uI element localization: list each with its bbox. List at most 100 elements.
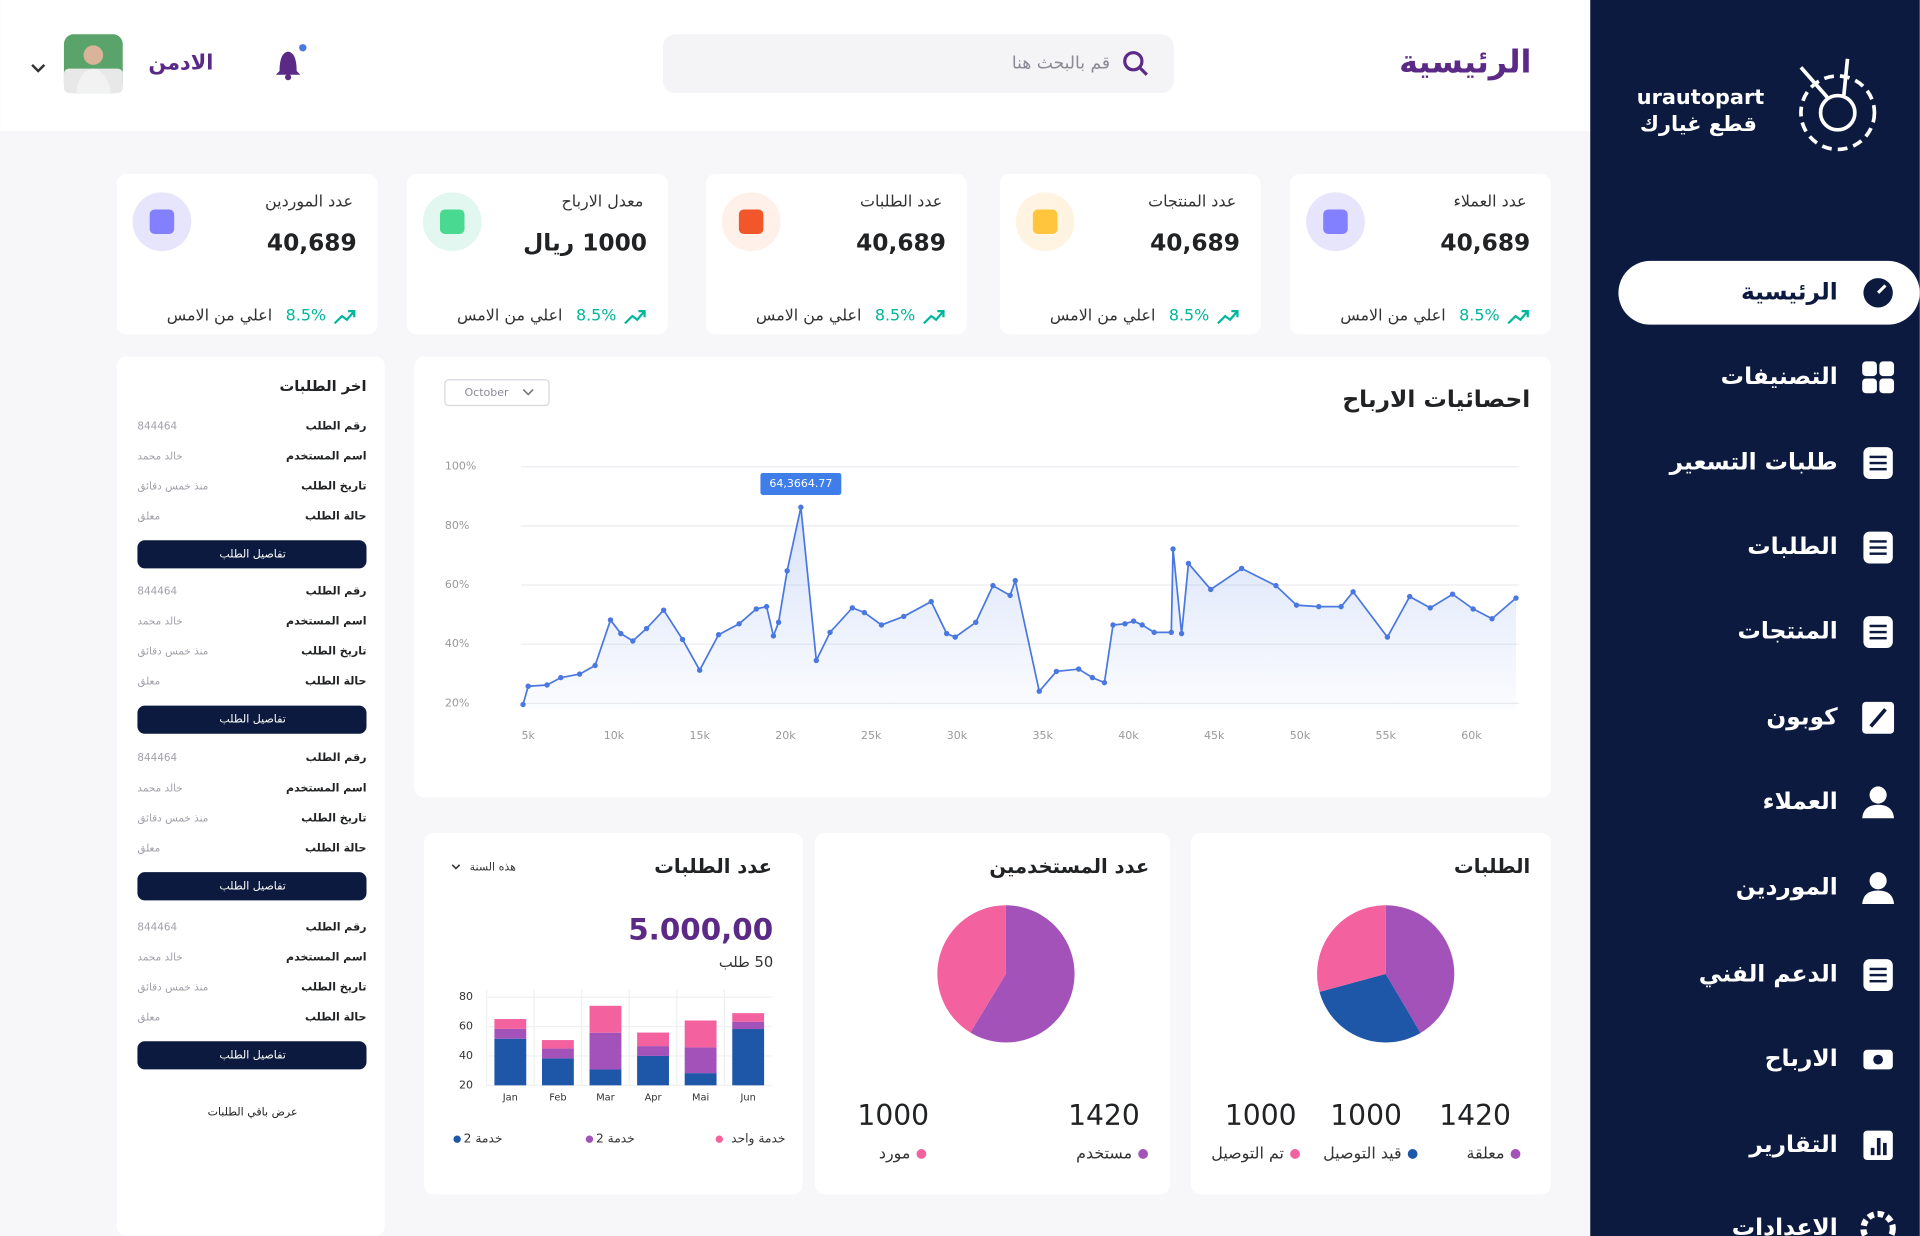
total-value: 5.000,00 <box>628 912 773 946</box>
point <box>1427 605 1433 611</box>
details-button-label[interactable]: تفاصيل الطلب <box>219 879 285 892</box>
legend-dot <box>715 1135 723 1143</box>
legend-label: تم التوصيل <box>1211 1143 1284 1163</box>
trend-icon <box>333 310 356 325</box>
details-button[interactable] <box>137 872 367 901</box>
field-value: 844464 <box>137 921 177 933</box>
menu-item[interactable]: الدعم الفني <box>1699 961 1838 988</box>
page-title: الرئيسية <box>1399 43 1531 81</box>
x-tick-label: Feb <box>549 1093 566 1104</box>
stat-title: عدد الموردين <box>265 192 353 212</box>
menu-icon <box>1862 890 1895 905</box>
filter-label: هذه السنة <box>470 860 517 873</box>
tooltip-text: 64,3664.77 <box>769 477 832 490</box>
line <box>522 507 1517 705</box>
details-button[interactable] <box>137 540 367 569</box>
search-box[interactable] <box>662 34 1174 94</box>
y-tick-label: 40 <box>459 1049 473 1062</box>
menu-item[interactable]: الرئيسية <box>1741 278 1838 305</box>
field-value: خالد محمد <box>137 616 182 628</box>
menu-item[interactable]: كوبون <box>1766 703 1838 730</box>
point <box>1089 674 1096 681</box>
user-menu-chevron[interactable] <box>31 64 46 73</box>
field-label: حالة الطلب <box>305 1010 367 1023</box>
point <box>1338 603 1344 610</box>
point <box>973 619 979 625</box>
point <box>660 607 667 613</box>
menu-item[interactable]: العملاء <box>1763 788 1838 815</box>
bar-segment <box>732 1029 765 1086</box>
bar-segment <box>637 1046 669 1056</box>
x-tick-label: Jan <box>502 1093 518 1104</box>
menu-icon <box>1869 540 1887 543</box>
x-tick-label: Apr <box>645 1093 663 1104</box>
menu-icon <box>1869 636 1887 640</box>
point <box>928 598 934 605</box>
y-tick-label: 40% <box>445 637 469 650</box>
x-tick-label: Jun <box>740 1093 756 1104</box>
stat-change: 8.5% <box>576 306 616 325</box>
search-icon <box>1123 51 1148 76</box>
point <box>1293 602 1300 608</box>
legend-dot <box>1510 1149 1521 1159</box>
show-more-link[interactable]: عرض باقي الطلبات <box>208 1105 298 1118</box>
point <box>1076 666 1082 672</box>
point <box>696 667 703 673</box>
point <box>1178 630 1185 637</box>
y-tick-label: 60 <box>459 1020 473 1033</box>
menu-item[interactable]: التصنيفات <box>1721 363 1838 390</box>
bar-segment <box>732 1013 765 1022</box>
stat-title: معدل الارباح <box>561 192 643 212</box>
point <box>1273 582 1279 589</box>
details-button[interactable] <box>137 705 367 734</box>
menu-item[interactable]: المنتجات <box>1738 618 1838 645</box>
details-button[interactable] <box>137 1041 367 1070</box>
legend-label: مستخدم <box>1076 1143 1132 1162</box>
point <box>1350 589 1356 595</box>
menu-item[interactable]: الاعدادات <box>1732 1214 1838 1236</box>
avatar[interactable] <box>63 34 123 94</box>
x-tick-label: 50k <box>1290 729 1311 742</box>
logo-brand: urautopart <box>1637 85 1764 109</box>
legend-dot <box>453 1135 461 1143</box>
field-value: منذ خمس دقائق <box>137 480 208 492</box>
menu-item[interactable]: الطلبات <box>1747 533 1837 560</box>
menu-item[interactable]: الموردين <box>1736 874 1838 901</box>
bar-segment <box>541 1040 574 1049</box>
menu-item[interactable]: طلبات التسعير <box>1669 449 1838 476</box>
trend-icon <box>624 310 646 325</box>
bar-segment <box>684 1047 717 1074</box>
year-filter-chevron[interactable] <box>451 864 461 870</box>
field-label: تاريخ الطلب <box>301 811 366 824</box>
menu-item[interactable]: التقارير <box>1748 1131 1837 1158</box>
menu-icon <box>1870 1147 1875 1156</box>
bar-segment <box>684 1020 717 1048</box>
month-filter[interactable] <box>444 379 550 407</box>
field-value: 844464 <box>137 752 177 764</box>
trend-icon <box>1507 310 1529 325</box>
active-menu-pill <box>1618 260 1920 325</box>
menu-item[interactable]: الارباح <box>1765 1045 1838 1072</box>
details-button-label[interactable]: تفاصيل الطلب <box>219 713 285 726</box>
legend-dot <box>585 1135 594 1143</box>
field-label: حالة الطلب <box>305 675 367 688</box>
point <box>715 632 722 638</box>
details-button-label[interactable]: تفاصيل الطلب <box>219 547 285 560</box>
point <box>861 609 868 616</box>
x-tick-label: 60k <box>1461 729 1482 742</box>
point <box>1139 622 1145 628</box>
point <box>1384 634 1391 640</box>
stat-change: 8.5% <box>875 306 915 325</box>
menu-icon <box>1862 361 1877 377</box>
y-tick-label: 80% <box>445 519 469 532</box>
stat-value: 1000 ريال <box>523 229 647 256</box>
list-title: اخر الطلبات <box>279 378 366 395</box>
point <box>775 619 782 625</box>
bell-icon[interactable] <box>275 44 307 81</box>
y-tick-label: 80 <box>459 990 473 1003</box>
field-label: اسم المستخدم <box>286 781 366 794</box>
stat-icon <box>439 209 465 234</box>
point <box>1406 593 1413 600</box>
details-button-label[interactable]: تفاصيل الطلب <box>219 1048 285 1061</box>
